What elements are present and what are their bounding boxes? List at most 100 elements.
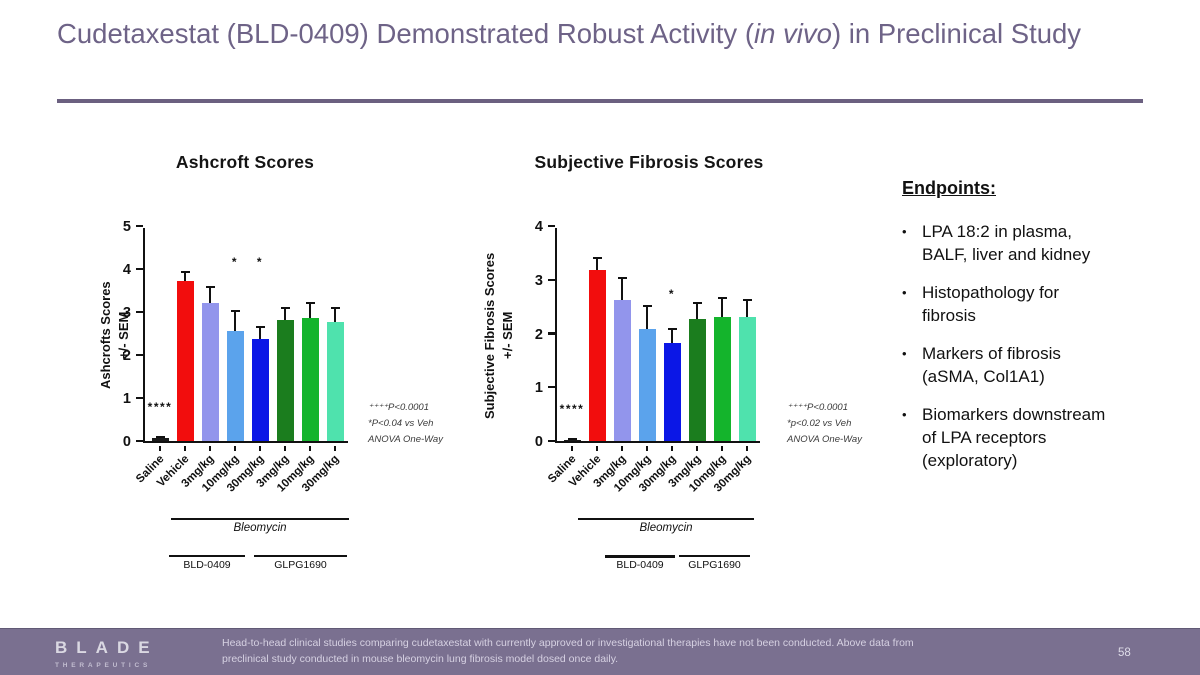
bullet-icon: • (902, 284, 907, 300)
y-tick-label: 4 (534, 219, 543, 235)
group-label-bld-0409: BLD-0409 (183, 559, 231, 571)
bar-3mg/kg-5 (276, 319, 294, 441)
bar-saline-0 (563, 439, 581, 441)
bar-10mg/kg-6 (713, 316, 731, 441)
error-bar (646, 305, 648, 330)
y-tick (135, 353, 143, 356)
group-label-bleomycin: Bleomycin (639, 522, 693, 534)
chart-title: Subjective Fibrosis Scores (534, 152, 764, 172)
error-bar-cap (618, 277, 627, 280)
error-bar (721, 297, 723, 317)
error-bar-cap (281, 306, 290, 309)
plot-area: 0 1 2 3 4 5 Saline Vehicle 3mg/kg 10mg/kg 30mg/kg 3… (123, 219, 349, 571)
endpoints-panel: Endpoints: • LPA 18:2 in plasma, BALF, l… (902, 178, 1162, 487)
y-tick (547, 332, 555, 335)
group-line-bleomycin (171, 518, 349, 520)
significance-marker: * (668, 287, 676, 302)
stats-note-line: ⁺⁺⁺⁺P<0.0001 (368, 402, 429, 413)
x-tick (646, 445, 649, 451)
error-bar-cap (693, 301, 702, 304)
stats-note-fibrosis: ⁺⁺⁺⁺P<0.0001 *p<0.02 vs Veh ANOVA One-Wa… (787, 400, 917, 448)
stats-note-line: *P<0.04 vs Veh (368, 417, 434, 429)
error-bar (284, 307, 286, 320)
group-label-bld-0409: BLD-0409 (616, 559, 664, 571)
y-tick-label: 1 (122, 391, 131, 407)
y-tick (135, 267, 143, 270)
error-bar (184, 272, 186, 281)
x-tick (696, 445, 699, 451)
plot-area: 0 1 2 3 4 Saline Vehicle 3mg/kg 10mg/kg 30mg/kg 3m… (535, 219, 760, 571)
group-line-glpg1690 (679, 555, 750, 557)
endpoint-item: • Markers of fibrosis (aSMA, Col1A1) (902, 343, 1120, 389)
footer-disclaimer: Head-to-head clinical studies comparing … (222, 637, 914, 665)
bar-30mg/kg-4 (663, 343, 681, 441)
error-bar-cap (743, 298, 752, 301)
bullet-icon: • (902, 345, 907, 361)
endpoint-text: Histopathology for fibrosis (922, 282, 1060, 325)
logo-wordmark: BLADE (55, 638, 159, 657)
x-tick (621, 445, 624, 451)
bar-3mg/kg-2 (201, 302, 219, 441)
bar-10mg/kg-3 (638, 329, 656, 441)
y-tick-label: 0 (534, 434, 543, 450)
y-tick (547, 386, 555, 389)
error-bar (596, 257, 598, 271)
error-bar (209, 286, 211, 303)
x-tick (334, 445, 337, 451)
x-tick (721, 445, 724, 451)
slide-title-italic: in vivo (753, 18, 832, 49)
bar-30mg/kg-7 (738, 317, 756, 441)
error-bar (259, 327, 261, 340)
x-tick (284, 445, 287, 451)
y-tick-label: 1 (534, 380, 543, 397)
blade-therapeutics-logo: BLADE THERAPEUTICS (55, 638, 159, 669)
y-tick-label: 2 (122, 348, 131, 364)
stats-note-line: *p<0.02 vs Veh (787, 417, 852, 429)
error-bar-cap (718, 296, 727, 299)
error-bar (621, 278, 623, 300)
y-axis-label-line1: Ashcrofts Scores (98, 281, 113, 390)
chart-title: Ashcroft Scores (175, 152, 315, 172)
error-bar-cap (668, 328, 677, 331)
stats-note-line: ANOVA One-Way (787, 433, 862, 445)
bar-vehicle-1 (588, 270, 606, 441)
error-bar-cap (231, 310, 240, 313)
y-tick-label: 3 (122, 305, 131, 321)
y-axis-label-line2: +/- SEM (500, 311, 515, 360)
y-tick (135, 396, 143, 399)
x-tick (209, 445, 212, 451)
error-bar (334, 307, 336, 322)
y-tick (135, 439, 143, 442)
x-tick (259, 445, 262, 451)
endpoint-text: Markers of fibrosis (aSMA, Col1A1) (922, 343, 1061, 386)
error-bar (671, 329, 673, 344)
bar-30mg/kg-4 (251, 339, 269, 441)
slide-title-part1: Cudetaxestat (BLD-0409) Demonstrated Rob… (57, 18, 754, 49)
y-tick (135, 224, 143, 227)
bar-3mg/kg-5 (688, 319, 706, 441)
group-line-bld-0409 (169, 555, 245, 557)
group-line-bleomycin (578, 518, 754, 520)
y-tick-label: 0 (122, 434, 131, 450)
endpoint-text: Biomarkers downstream of LPA receptors (… (922, 404, 1106, 470)
error-bar-cap (568, 437, 577, 440)
x-tick (159, 445, 162, 451)
y-tick-label: 3 (534, 272, 543, 289)
error-bar-cap (306, 302, 315, 305)
error-bar-cap (156, 435, 165, 438)
y-tick (547, 224, 555, 227)
significance-marker: **** (559, 402, 585, 417)
x-tick (234, 445, 237, 451)
y-tick (547, 278, 555, 281)
stats-note-line: ⁺⁺⁺⁺P<0.0001 (787, 402, 848, 413)
x-tick (184, 445, 187, 451)
bar-30mg/kg-7 (326, 321, 344, 441)
y-tick (135, 310, 143, 313)
title-divider (57, 99, 1143, 103)
significance-marker: **** (147, 400, 173, 415)
error-bar-cap (593, 256, 602, 259)
group-label-glpg1690: GLPG1690 (274, 559, 327, 571)
bullet-icon: • (902, 224, 907, 239)
endpoint-item: • LPA 18:2 in plasma, BALF, liver and ki… (902, 221, 1120, 267)
